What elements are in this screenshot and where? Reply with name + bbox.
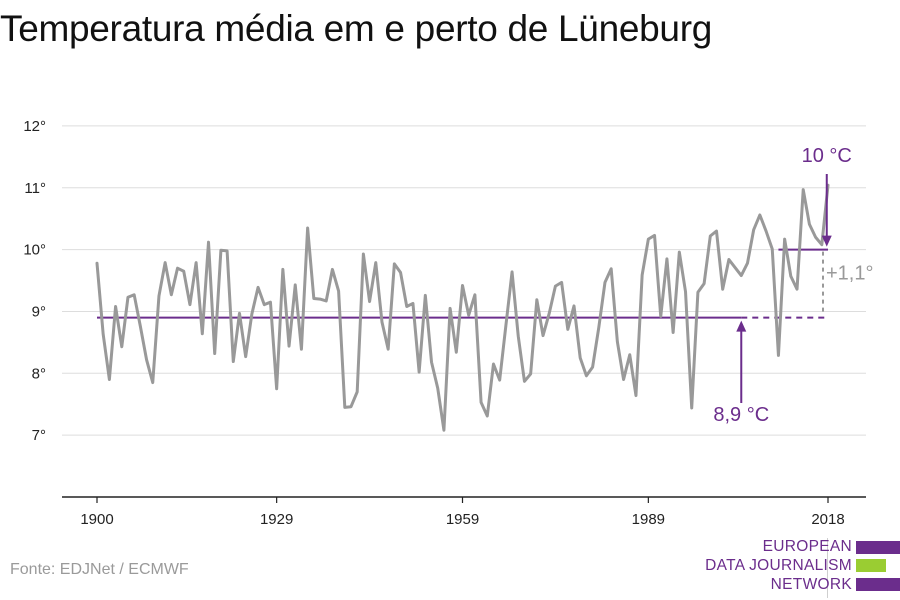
logo-line-network: NETWORK: [770, 576, 852, 593]
y-tick-label: 12°: [23, 118, 46, 135]
page-title: Temperatura média em e perto de Lüneburg: [0, 8, 712, 49]
y-tick-label: 8°: [32, 365, 46, 382]
x-tick-label: 1929: [260, 511, 293, 528]
logo-line-european: EUROPEAN: [762, 538, 852, 555]
recent-arrow-head: [821, 235, 832, 247]
source-credit: Fonte: EDJNet / ECMWF: [10, 561, 189, 578]
logo-line-data-journalism: DATA JOURNALISM: [705, 557, 852, 574]
x-tick-label: 1959: [446, 511, 479, 528]
x-tick-label: 1900: [80, 511, 113, 528]
y-tick-label: 7°: [32, 427, 46, 444]
x-tick-label: 2018: [811, 511, 844, 528]
x-tick-label: 1989: [632, 511, 665, 528]
logo-separator: [827, 538, 828, 598]
logo-bar-top: [856, 541, 900, 554]
y-tick-label: 10°: [23, 242, 46, 259]
y-axis-ticks: 7° 8° 9° 10° 11° 12°: [23, 118, 46, 444]
edjnet-logo: EUROPEAN DATA JOURNALISM NETWORK: [700, 538, 900, 598]
annotations: 8,9 °C 10 °C +1,1°: [713, 145, 873, 426]
logo-bar-middle: [856, 559, 886, 572]
series-line: [95, 183, 830, 432]
y-tick-label: 9°: [32, 303, 46, 320]
grid-lines: [62, 125, 866, 436]
x-axis: 1900 1929 1959 1989 2018: [62, 496, 866, 528]
recent-label: 10 °C: [802, 145, 852, 167]
baseline-arrow-head: [736, 320, 747, 332]
logo-bar-bottom: [856, 578, 900, 591]
difference-label: +1,1°: [826, 263, 873, 285]
y-tick-label: 11°: [24, 180, 46, 197]
baseline-label: 8,9 °C: [713, 404, 769, 426]
